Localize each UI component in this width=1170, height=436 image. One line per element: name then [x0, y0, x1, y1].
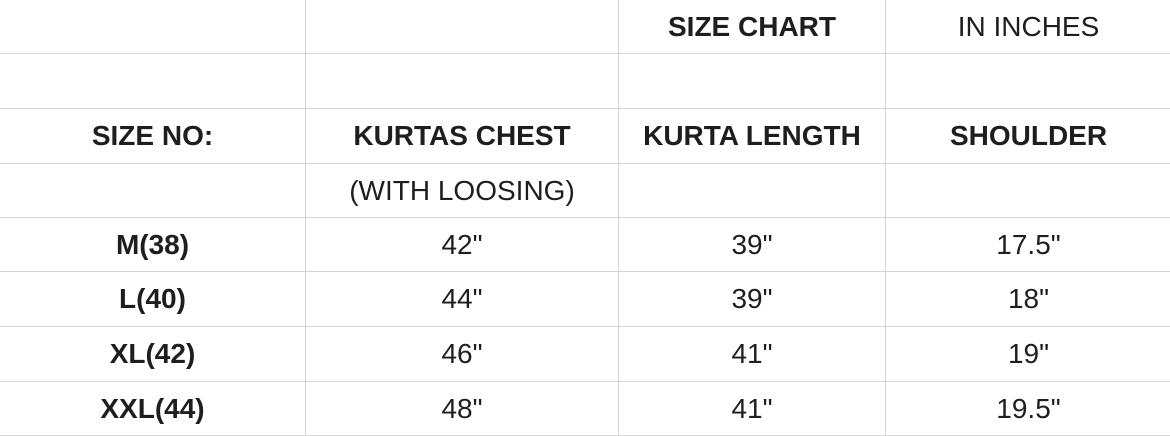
empty-cell [0, 164, 306, 218]
shoulder-cell: 19" [886, 327, 1170, 382]
length-cell: 39" [619, 218, 886, 272]
title-row: SIZE CHART IN INCHES [0, 0, 1170, 54]
size-cell: XXL(44) [0, 382, 306, 436]
header-shoulder: SHOULDER [886, 109, 1170, 164]
chest-cell: 42" [306, 218, 619, 272]
length-cell: 41" [619, 327, 886, 382]
empty-cell [306, 0, 619, 54]
header-length: KURTA LENGTH [619, 109, 886, 164]
shoulder-cell: 17.5" [886, 218, 1170, 272]
subheader-row: (WITH LOOSING) [0, 164, 1170, 218]
empty-cell [886, 54, 1170, 109]
table-row: L(40) 44" 39" 18" [0, 272, 1170, 327]
size-chart-title: SIZE CHART [619, 0, 886, 54]
blank-row [0, 54, 1170, 109]
size-cell: XL(42) [0, 327, 306, 382]
units-label: IN INCHES [886, 0, 1170, 54]
chest-note: (WITH LOOSING) [306, 164, 619, 218]
chest-cell: 46" [306, 327, 619, 382]
shoulder-cell: 19.5" [886, 382, 1170, 436]
length-cell: 39" [619, 272, 886, 327]
empty-cell [0, 54, 306, 109]
header-chest: KURTAS CHEST [306, 109, 619, 164]
empty-cell [886, 164, 1170, 218]
header-size: SIZE NO: [0, 109, 306, 164]
chest-cell: 44" [306, 272, 619, 327]
header-row: SIZE NO: KURTAS CHEST KURTA LENGTH SHOUL… [0, 109, 1170, 164]
empty-cell [619, 54, 886, 109]
table-row: XXL(44) 48" 41" 19.5" [0, 382, 1170, 436]
table-row: XL(42) 46" 41" 19" [0, 327, 1170, 382]
empty-cell [619, 164, 886, 218]
empty-cell [0, 0, 306, 54]
length-cell: 41" [619, 382, 886, 436]
table-row: M(38) 42" 39" 17.5" [0, 218, 1170, 272]
shoulder-cell: 18" [886, 272, 1170, 327]
size-cell: L(40) [0, 272, 306, 327]
size-cell: M(38) [0, 218, 306, 272]
chest-cell: 48" [306, 382, 619, 436]
empty-cell [306, 54, 619, 109]
